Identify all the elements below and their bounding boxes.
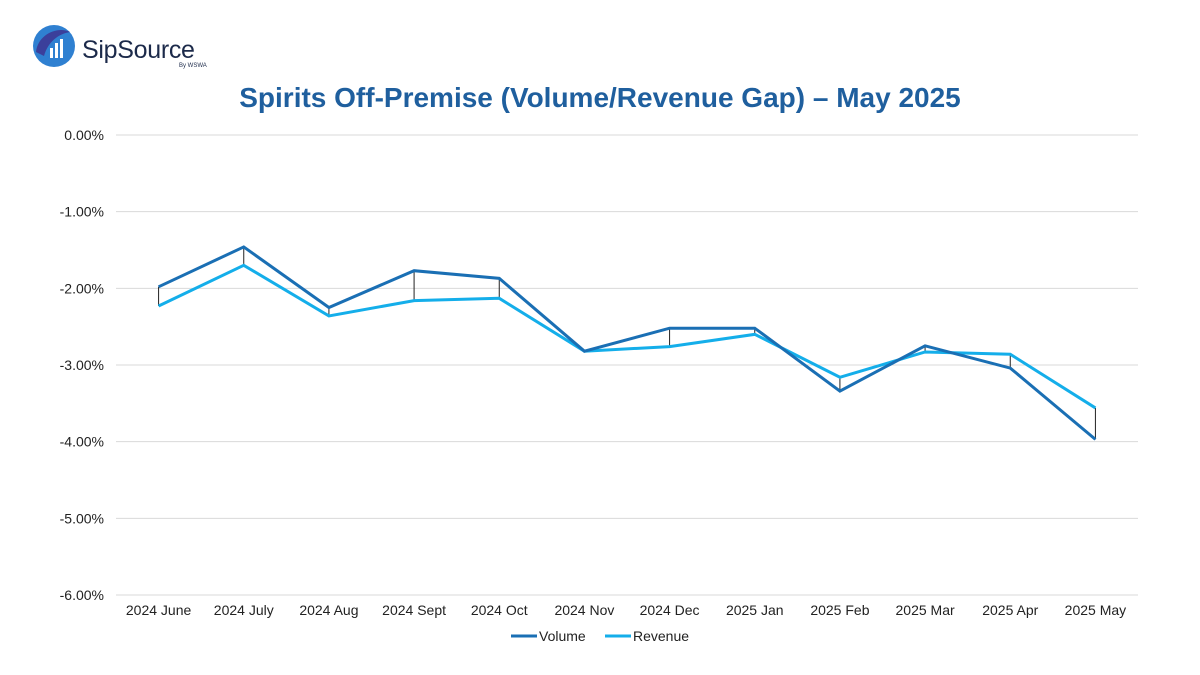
x-axis-ticks: 2024 June 2024 July 2024 Aug 2024 Sept 2024 … (126, 602, 1126, 618)
y-tick-label: -4.00% (60, 434, 104, 450)
grid-lines (116, 134, 1138, 596)
y-tick-label: -2.00% (60, 280, 104, 296)
x-tick-label: 2024 Dec (640, 602, 700, 618)
legend-volume-label: Volume (539, 628, 586, 644)
y-tick-label: 0.00% (64, 127, 104, 143)
y-tick-label: -3.00% (60, 357, 104, 373)
gap-lines (158, 246, 1096, 440)
x-tick-label: 2024 Aug (299, 602, 358, 618)
x-tick-label: 2025 Apr (982, 602, 1038, 618)
x-tick-label: 2025 May (1065, 602, 1126, 618)
sipsource-logo: SipSource By WSWA (30, 22, 230, 72)
legend: Volume Revenue (511, 628, 689, 644)
brand-tagline: By WSWA (179, 63, 207, 69)
revenue-line (157, 263, 1097, 410)
x-tick-label: 2025 Jan (726, 602, 784, 618)
volume-line (157, 245, 1097, 441)
x-tick-label: 2024 Oct (471, 602, 528, 618)
legend-revenue-label: Revenue (633, 628, 689, 644)
x-tick-label: 2025 Feb (810, 602, 869, 618)
y-axis-ticks: 0.00% -1.00% -2.00% -3.00% -4.00% -5.00% -6.00… (60, 127, 104, 603)
x-tick-label: 2024 Sept (382, 602, 446, 618)
x-tick-label: 2024 Nov (554, 602, 614, 618)
series-lines (157, 245, 1097, 441)
x-tick-label: 2025 Mar (896, 602, 955, 618)
sipsource-logo-icon (33, 25, 75, 67)
x-tick-label: 2024 June (126, 602, 192, 618)
brand-name: SipSource (82, 36, 195, 64)
chart-title: Spirits Off-Premise (Volume/Revenue Gap)… (239, 82, 961, 113)
y-tick-label: -5.00% (60, 510, 104, 526)
y-tick-label: -1.00% (60, 204, 104, 220)
y-tick-label: -6.00% (60, 587, 104, 603)
x-tick-label: 2024 July (214, 602, 274, 618)
